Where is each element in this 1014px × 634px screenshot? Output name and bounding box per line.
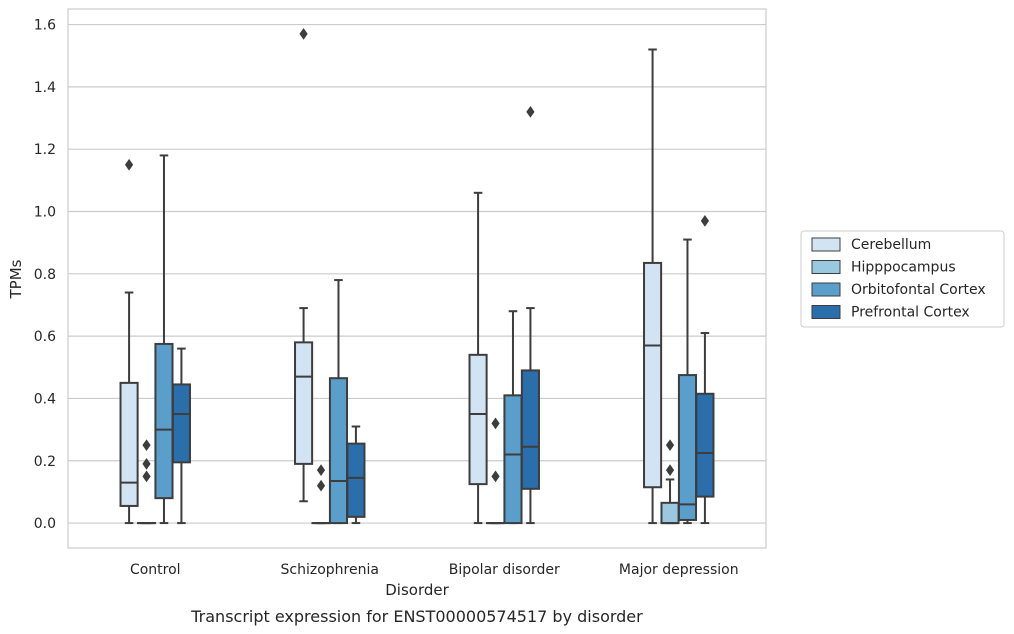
- legend-item: Orbitofontal Cortex: [811, 282, 986, 298]
- legend-label: Prefrontal Cortex: [851, 305, 970, 321]
- outlier-point: [491, 470, 500, 483]
- box-iqr: [520, 369, 540, 490]
- box: [677, 238, 698, 525]
- series-orbitofontal-cortex: [154, 154, 698, 525]
- box-iqr: [154, 342, 174, 500]
- box-iqr: [468, 353, 488, 486]
- outlier-point: [665, 439, 675, 452]
- box: [485, 417, 506, 525]
- outlier-point: [142, 458, 151, 470]
- box: [171, 347, 191, 525]
- outlier-point: [142, 470, 151, 483]
- box-iqr: [328, 377, 349, 525]
- box: [154, 154, 174, 525]
- legend-label: Orbitofontal Cortex: [851, 282, 986, 298]
- chart-caption: Transcript expression for ENST0000057451…: [190, 607, 643, 626]
- x-tick-label: Control: [130, 562, 181, 578]
- box-iqr: [294, 341, 314, 465]
- x-tick-label: Major depression: [619, 562, 739, 578]
- box-iqr: [171, 383, 191, 464]
- y-axis-label: TPMs: [7, 259, 25, 299]
- legend-item: Hipppocampus: [811, 260, 956, 276]
- outlier-point: [491, 417, 500, 430]
- box: [119, 158, 139, 525]
- box: [643, 48, 663, 525]
- box: [468, 191, 488, 525]
- legend: Cerebellum Hipppocampus Orbitofontal Corte…: [800, 230, 1005, 328]
- outlier-point: [142, 439, 151, 452]
- legend-swatch: [811, 260, 841, 274]
- box: [294, 28, 314, 503]
- box: [328, 279, 349, 525]
- y-tick-label: 0.6: [34, 329, 56, 345]
- outlier-point: [665, 464, 675, 476]
- legend-frame: [800, 230, 1005, 328]
- x-axis-ticks: Control Schizophrenia Bipolar disorder Majo…: [130, 562, 739, 578]
- box-iqr: [695, 392, 715, 498]
- box-series: [119, 28, 715, 525]
- box-iqr: [660, 501, 680, 525]
- y-tick-label: 0.2: [34, 454, 56, 470]
- y-tick-label: 0.4: [34, 391, 56, 407]
- outlier-point: [700, 214, 710, 227]
- legend-swatch: [811, 237, 841, 252]
- box-iqr: [119, 381, 139, 507]
- outlier-point: [526, 105, 535, 118]
- box-iqr: [346, 442, 366, 518]
- legend-label: Hipppocampus: [851, 260, 956, 276]
- legend-item: Prefrontal Cortex: [811, 305, 970, 321]
- box-iqr: [503, 394, 523, 525]
- box: [503, 310, 523, 525]
- y-tick-label: 0.0: [34, 516, 56, 532]
- box-iqr: [643, 261, 663, 489]
- series-prefrontal-cortex: [171, 105, 715, 525]
- y-tick-label: 1.6: [34, 18, 56, 34]
- series-hipppocampus: [136, 417, 680, 525]
- box-iqr: [677, 374, 698, 521]
- box: [346, 425, 366, 525]
- box: [520, 105, 540, 525]
- box: [660, 439, 680, 525]
- x-tick-label: Schizophrenia: [281, 562, 379, 578]
- y-axis-ticks: 0.0 0.2 0.4 0.6 0.8 1.0 1.2 1.4 1.6: [34, 18, 56, 532]
- legend-swatch: [811, 305, 841, 319]
- legend-swatch: [811, 282, 841, 297]
- y-tick-label: 1.4: [34, 80, 56, 96]
- box: [311, 464, 331, 525]
- box: [695, 214, 715, 525]
- y-tick-label: 1.2: [34, 142, 56, 158]
- box: [136, 439, 157, 525]
- outlier-point: [316, 479, 326, 492]
- y-tick-label: 0.8: [34, 267, 56, 283]
- outlier-point: [124, 158, 134, 171]
- x-axis-label: Disorder: [385, 581, 449, 599]
- y-tick-label: 1.0: [34, 205, 56, 221]
- plot-area-frame: [67, 8, 767, 549]
- series-cerebellum: [119, 28, 663, 525]
- x-tick-label: Bipolar disorder: [449, 562, 560, 578]
- legend-item: Cerebellum: [811, 237, 931, 253]
- legend-label: Cerebellum: [851, 237, 931, 253]
- outlier-point: [316, 464, 326, 476]
- outlier-point: [299, 28, 308, 40]
